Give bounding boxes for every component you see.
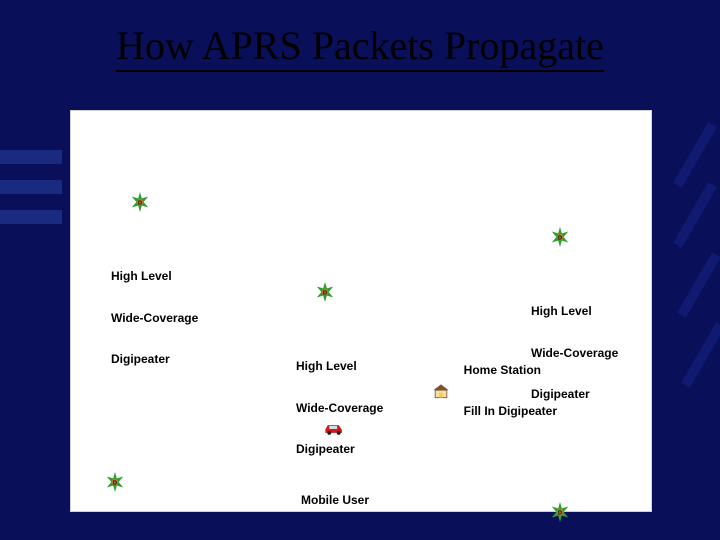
node-label: Fill In Digipeater xyxy=(464,405,557,419)
digipeater-top-left: D High Level Wide-Coverage Digipeater xyxy=(111,136,198,395)
decor-right-diag xyxy=(677,252,720,318)
home-station: Home Station Fill In Digipeater xyxy=(431,336,557,446)
star-icon: D xyxy=(104,444,173,521)
node-label: Mobile User xyxy=(301,494,369,508)
decor-left-bar xyxy=(0,180,62,194)
node-label-group: Home Station Fill In Digipeater xyxy=(464,336,557,446)
svg-text:D: D xyxy=(113,480,117,486)
node-label: Digipeater xyxy=(111,353,198,367)
star-icon: D xyxy=(314,254,383,331)
digipeater-bottom-right: D High-Level Wide-Coverage Digipeater xyxy=(531,446,618,540)
svg-text:D: D xyxy=(558,235,562,241)
node-label: High Level xyxy=(111,270,198,284)
node-label: Wide-Coverage xyxy=(111,312,198,326)
decor-right-diag xyxy=(681,322,720,388)
decor-right-diag xyxy=(673,182,717,248)
decor-left-bar xyxy=(0,210,62,224)
star-icon: D xyxy=(129,164,198,241)
svg-text:D: D xyxy=(138,200,142,206)
svg-text:D: D xyxy=(558,510,562,516)
mobile-user: Mobile User xyxy=(301,366,369,536)
digipeater-bottom-left: D High Level Wide-Coverage Digipeater xyxy=(86,416,173,540)
car-icon xyxy=(323,394,369,465)
decor-left-bar xyxy=(0,150,62,164)
title-text: How APRS Packets Propagate xyxy=(116,23,604,72)
page-title: How APRS Packets Propagate xyxy=(0,22,720,69)
node-label: High Level xyxy=(531,305,618,319)
slide-root: How APRS Packets Propagate D High Level … xyxy=(0,0,720,540)
diagram-panel: D High Level Wide-Coverage Digipeater D … xyxy=(70,110,652,512)
star-icon: D xyxy=(549,474,618,540)
star-icon: D xyxy=(549,199,618,276)
decor-right-diag xyxy=(673,122,717,188)
node-label: Home Station xyxy=(464,364,557,378)
house-icon xyxy=(431,355,458,428)
svg-text:D: D xyxy=(323,290,327,296)
